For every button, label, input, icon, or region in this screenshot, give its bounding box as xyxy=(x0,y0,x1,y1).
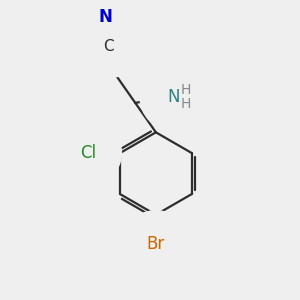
Text: H: H xyxy=(180,98,190,111)
Circle shape xyxy=(72,0,140,50)
Text: Cl: Cl xyxy=(80,144,96,162)
Text: N: N xyxy=(99,8,113,26)
Text: N: N xyxy=(167,88,180,106)
Text: Br: Br xyxy=(147,235,165,253)
Circle shape xyxy=(122,211,190,278)
Text: H: H xyxy=(180,82,190,97)
Circle shape xyxy=(54,119,122,187)
Circle shape xyxy=(78,16,140,78)
Text: C: C xyxy=(103,39,114,54)
Circle shape xyxy=(140,63,207,130)
